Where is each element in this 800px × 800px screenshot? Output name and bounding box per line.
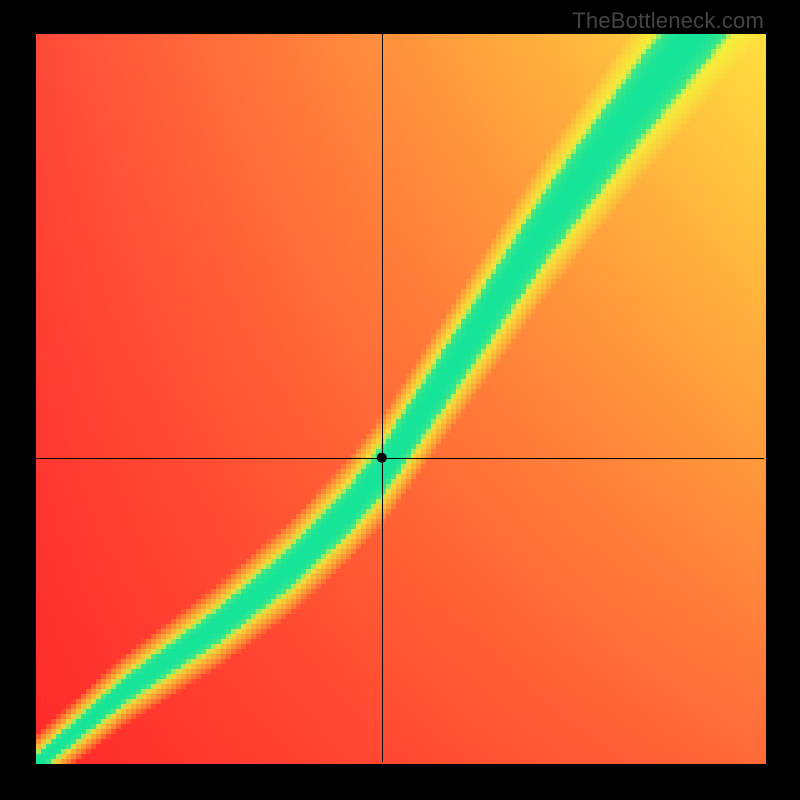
chart-stage: TheBottleneck.com (0, 0, 800, 800)
watermark-text: TheBottleneck.com (572, 8, 764, 34)
bottleneck-heatmap (0, 0, 800, 800)
